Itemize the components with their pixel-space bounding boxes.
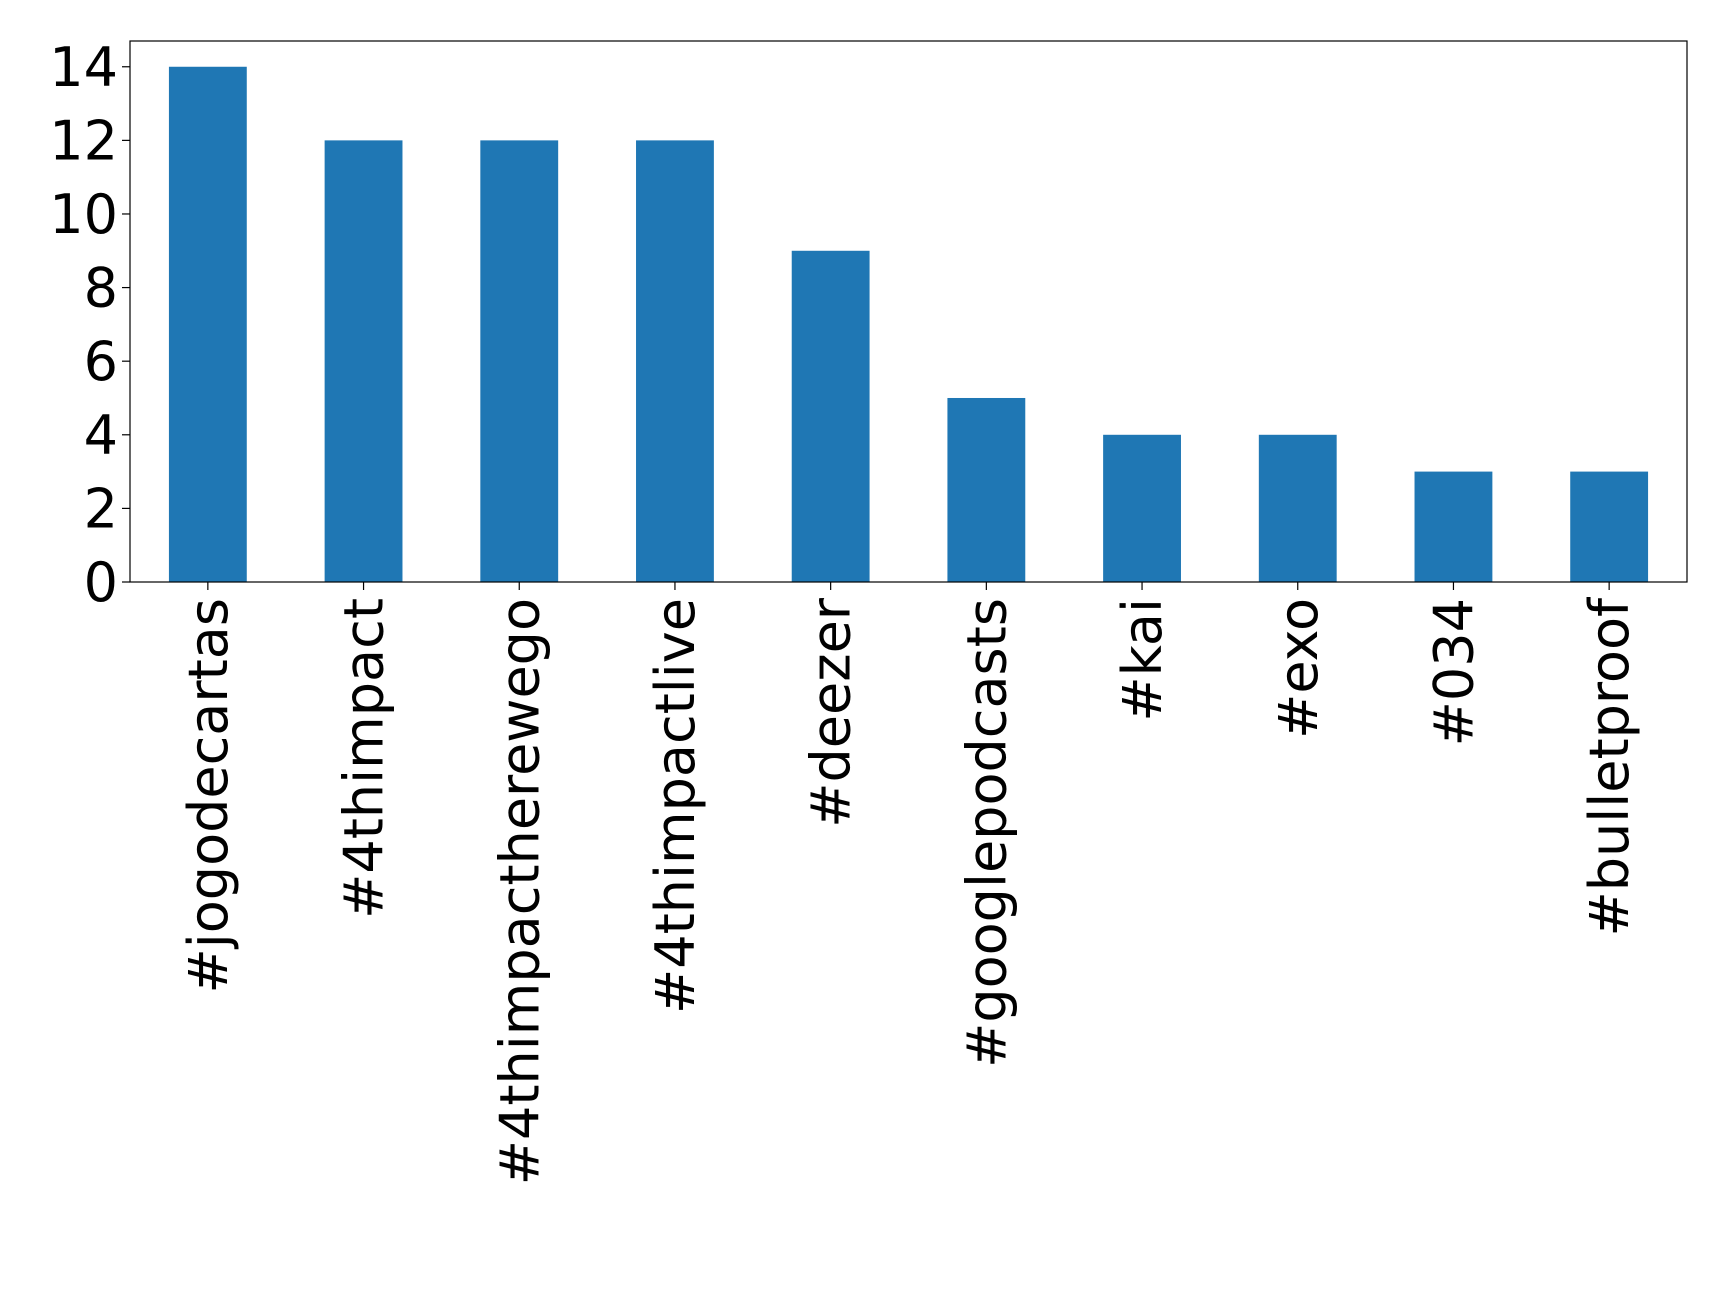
bar [1103, 434, 1181, 582]
plot-frame [129, 40, 1688, 583]
x-tick-label: #4thimpactherewego [488, 598, 551, 1185]
y-tick-label: 10 [49, 183, 118, 246]
y-tick-label: 12 [49, 109, 118, 172]
y-tick-label: 6 [84, 330, 118, 393]
y-tick-label: 2 [84, 477, 118, 540]
bar [791, 250, 870, 582]
bar [324, 140, 403, 582]
y-tick-label: 0 [84, 551, 118, 614]
x-tick-label: #exo [1267, 598, 1330, 739]
x-tick-label: #4thimpact [333, 598, 396, 919]
bar [1414, 471, 1493, 582]
y-tick-label: 4 [84, 404, 118, 467]
bar [947, 397, 1026, 582]
y-tick-label: 14 [49, 36, 118, 99]
x-tick-label: #4thimpactlive [644, 598, 707, 1014]
x-tick-label: #bulletproof [1578, 596, 1641, 937]
bar [636, 140, 714, 582]
x-tick-label: #googlepodcasts [955, 598, 1018, 1068]
x-tick-label: #034 [1422, 598, 1485, 746]
bar [1570, 471, 1649, 582]
bar [168, 66, 247, 582]
x-tick-label: #kai [1111, 598, 1174, 722]
y-tick-label: 8 [84, 257, 118, 320]
bar [1258, 434, 1337, 582]
x-tick-label: #deezer [800, 597, 863, 828]
bar [480, 140, 559, 582]
x-tick-label: #jogodecartas [177, 598, 240, 993]
